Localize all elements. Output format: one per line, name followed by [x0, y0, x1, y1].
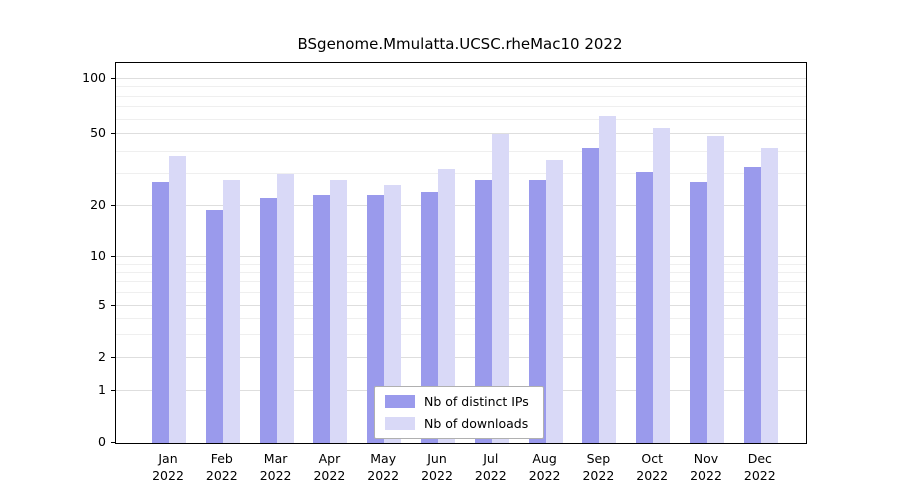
y-axis-tick-mark [111, 77, 115, 79]
gridline-minor [116, 118, 806, 120]
legend-item-distinct-ips: Nb of distinct IPs [385, 394, 529, 409]
y-axis-tick-mark [111, 133, 115, 135]
x-axis-label-mar: Mar 2022 [259, 451, 292, 483]
gridline-minor [116, 317, 806, 319]
gridline-50 [116, 133, 806, 135]
y-axis-tick-mark [111, 204, 115, 206]
bar-distinct-ips-mar [259, 198, 277, 443]
gridline-minor [116, 333, 806, 335]
x-axis-label-nov: Nov 2022 [690, 451, 722, 483]
y-axis-tick-label-10: 10 [90, 248, 106, 264]
x-axis-label-dec: Dec 2022 [743, 451, 776, 483]
bar-downloads-jul [491, 134, 509, 443]
bar-distinct-ips-jun [421, 191, 438, 443]
x-axis-label-sep: Sep 2022 [582, 451, 615, 483]
gridline-minor [116, 86, 806, 88]
legend-swatch-distinct-ips [385, 395, 415, 408]
gridline-minor [116, 173, 806, 175]
y-axis-tick-label-20: 20 [90, 196, 106, 212]
bar-downloads-sep [599, 115, 617, 443]
bar-distinct-ips-dec [743, 166, 761, 443]
bar-downloads-feb [222, 179, 240, 443]
gridline-2 [116, 356, 806, 358]
bar-distinct-ips-sep [582, 147, 600, 443]
gridline-10 [116, 256, 806, 258]
y-axis-tick-mark [111, 356, 115, 358]
legend-label-downloads: Nb of downloads [424, 416, 529, 431]
bar-distinct-ips-feb [205, 209, 223, 443]
y-axis-tick-label-50: 50 [90, 125, 106, 141]
bar-distinct-ips-jul [474, 179, 492, 443]
bar-downloads-nov [707, 135, 724, 443]
bar-distinct-ips-oct [636, 171, 654, 443]
y-axis-tick-label-2: 2 [98, 348, 106, 364]
y-axis-tick-label-5: 5 [98, 296, 106, 312]
bar-distinct-ips-aug [528, 179, 546, 443]
bar-downloads-apr [330, 179, 348, 443]
bar-downloads-dec [760, 147, 778, 443]
bar-distinct-ips-apr [313, 194, 331, 443]
bar-downloads-jan [169, 155, 186, 443]
gridline-minor [116, 95, 806, 97]
bar-downloads-oct [653, 127, 671, 443]
gridline-100 [116, 77, 806, 79]
bar-downloads-aug [545, 159, 563, 443]
bar-distinct-ips-nov [690, 182, 707, 443]
gridline-minor [116, 150, 806, 152]
y-axis-tick-label-1: 1 [98, 381, 106, 397]
bar-downloads-may [384, 185, 402, 443]
bar-distinct-ips-jan [152, 182, 169, 443]
gridline-5 [116, 304, 806, 306]
gridline-minor [116, 271, 806, 273]
gridline-20 [116, 204, 806, 206]
y-axis-tick-label-100: 100 [82, 69, 106, 85]
y-axis-tick-mark [111, 256, 115, 258]
gridline-minor [116, 263, 806, 265]
legend: Nb of distinct IPs Nb of downloads [374, 386, 544, 439]
bar-downloads-jun [438, 169, 455, 443]
gridline-minor [116, 106, 806, 108]
gridline-minor [116, 292, 806, 294]
x-axis-label-aug: Aug 2022 [528, 451, 561, 483]
x-axis-label-may: May 2022 [367, 451, 400, 483]
bar-downloads-mar [276, 174, 294, 443]
bar-distinct-ips-may [367, 194, 385, 443]
legend-item-downloads: Nb of downloads [385, 416, 529, 431]
x-axis-label-feb: Feb 2022 [205, 451, 238, 483]
x-axis-label-apr: Apr 2022 [313, 451, 346, 483]
x-axis-label-jun: Jun 2022 [421, 451, 453, 483]
x-axis-label-jul: Jul 2022 [474, 451, 507, 483]
y-axis-tick-mark [111, 304, 115, 306]
y-axis-tick-label-0: 0 [98, 434, 106, 449]
gridline-minor [116, 281, 806, 283]
x-axis-label-oct: Oct 2022 [636, 451, 669, 483]
legend-label-distinct-ips: Nb of distinct IPs [424, 394, 529, 409]
y-axis-tick-mark [111, 389, 115, 391]
legend-swatch-downloads [385, 417, 415, 430]
plot-area: Nb of distinct IPs Nb of downloads [115, 62, 807, 444]
chart-title: BSgenome.Mmulatta.UCSC.rheMac10 2022 [297, 35, 623, 53]
x-axis-label-jan: Jan 2022 [152, 451, 184, 483]
y-axis-tick-mark [111, 442, 115, 443]
